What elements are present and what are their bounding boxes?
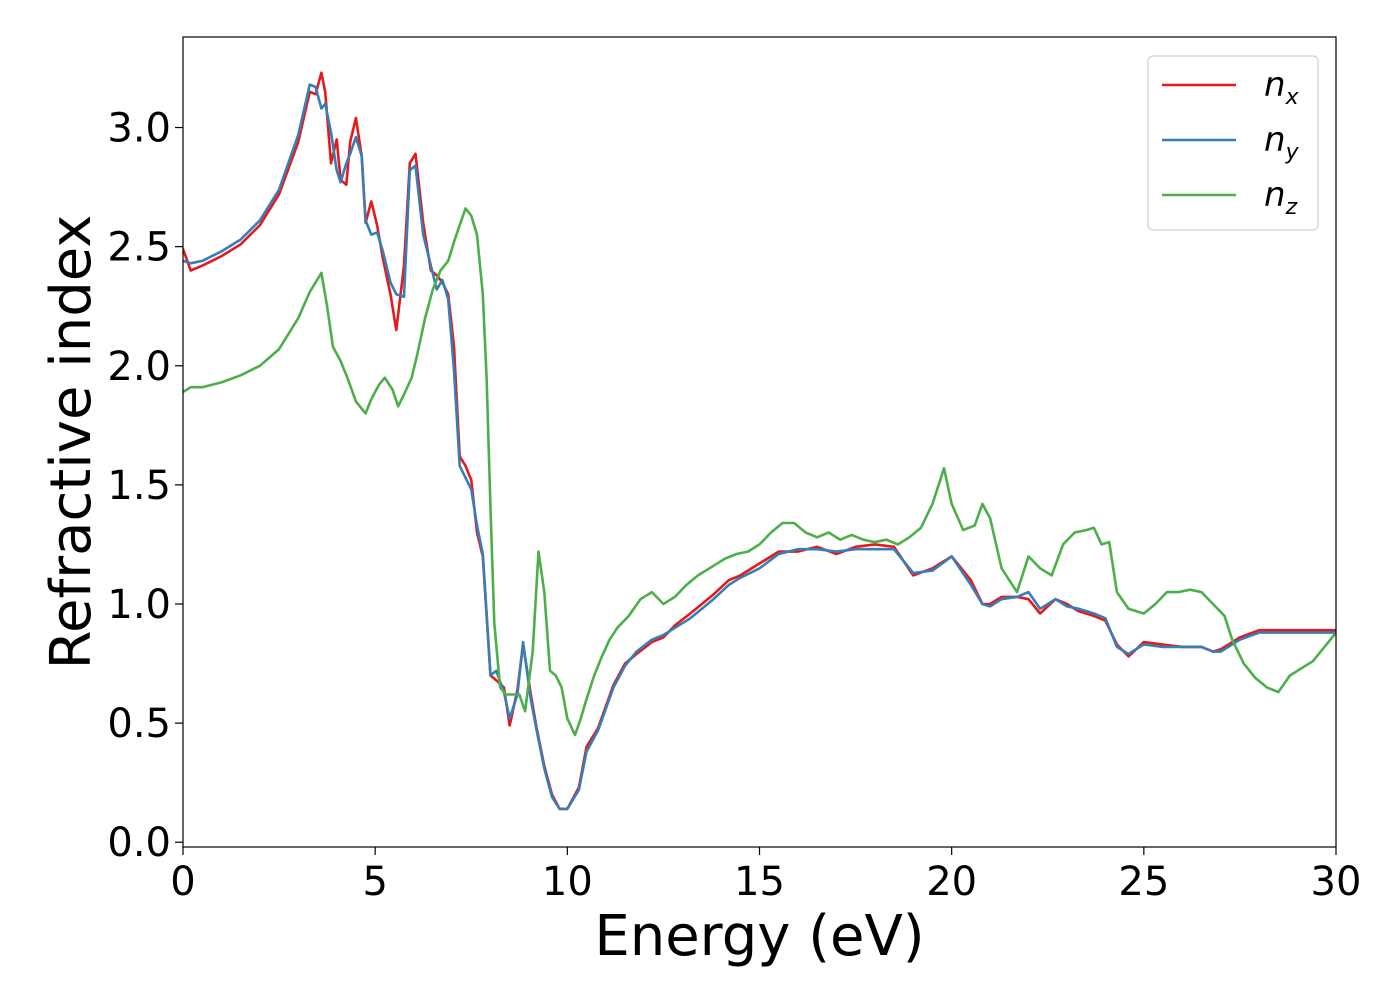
- legend-label: nx: [1264, 65, 1300, 110]
- y-tick-label: 2.0: [107, 344, 171, 390]
- x-tick-label: 5: [362, 859, 387, 905]
- y-tick-label: 2.5: [107, 225, 171, 271]
- y-tick-label: 1.5: [107, 463, 171, 509]
- legend: nx ny nz: [1147, 55, 1319, 231]
- series-line-n-z: [183, 207, 1336, 737]
- y-tick-label: 0.0: [107, 820, 171, 866]
- series-line-n-y: [183, 83, 1336, 811]
- x-tick-label: 25: [1118, 859, 1169, 905]
- x-axis-label: Energy (eV): [594, 904, 924, 969]
- y-axis-label: Refractive index: [39, 215, 104, 670]
- y-tick-label: 0.5: [107, 701, 171, 747]
- legend-label: nz: [1264, 175, 1298, 220]
- x-tick-label: 30: [1311, 859, 1362, 905]
- x-tick-label: 0: [170, 859, 195, 905]
- x-tick-label: 10: [542, 859, 593, 905]
- y-tick-label: 1.0: [107, 582, 171, 628]
- legend-label: ny: [1264, 120, 1300, 165]
- series-layer: [183, 71, 1336, 811]
- x-tick-label: 15: [734, 859, 785, 905]
- y-tick-label: 3.0: [107, 106, 171, 152]
- x-tick-label: 20: [926, 859, 977, 905]
- ticks-layer: 0 5 10 15 20 25 30 0.0 0.5 1.0 1.5 2.0 2.5 3.0: [107, 106, 1361, 905]
- legend-box: [1147, 55, 1319, 231]
